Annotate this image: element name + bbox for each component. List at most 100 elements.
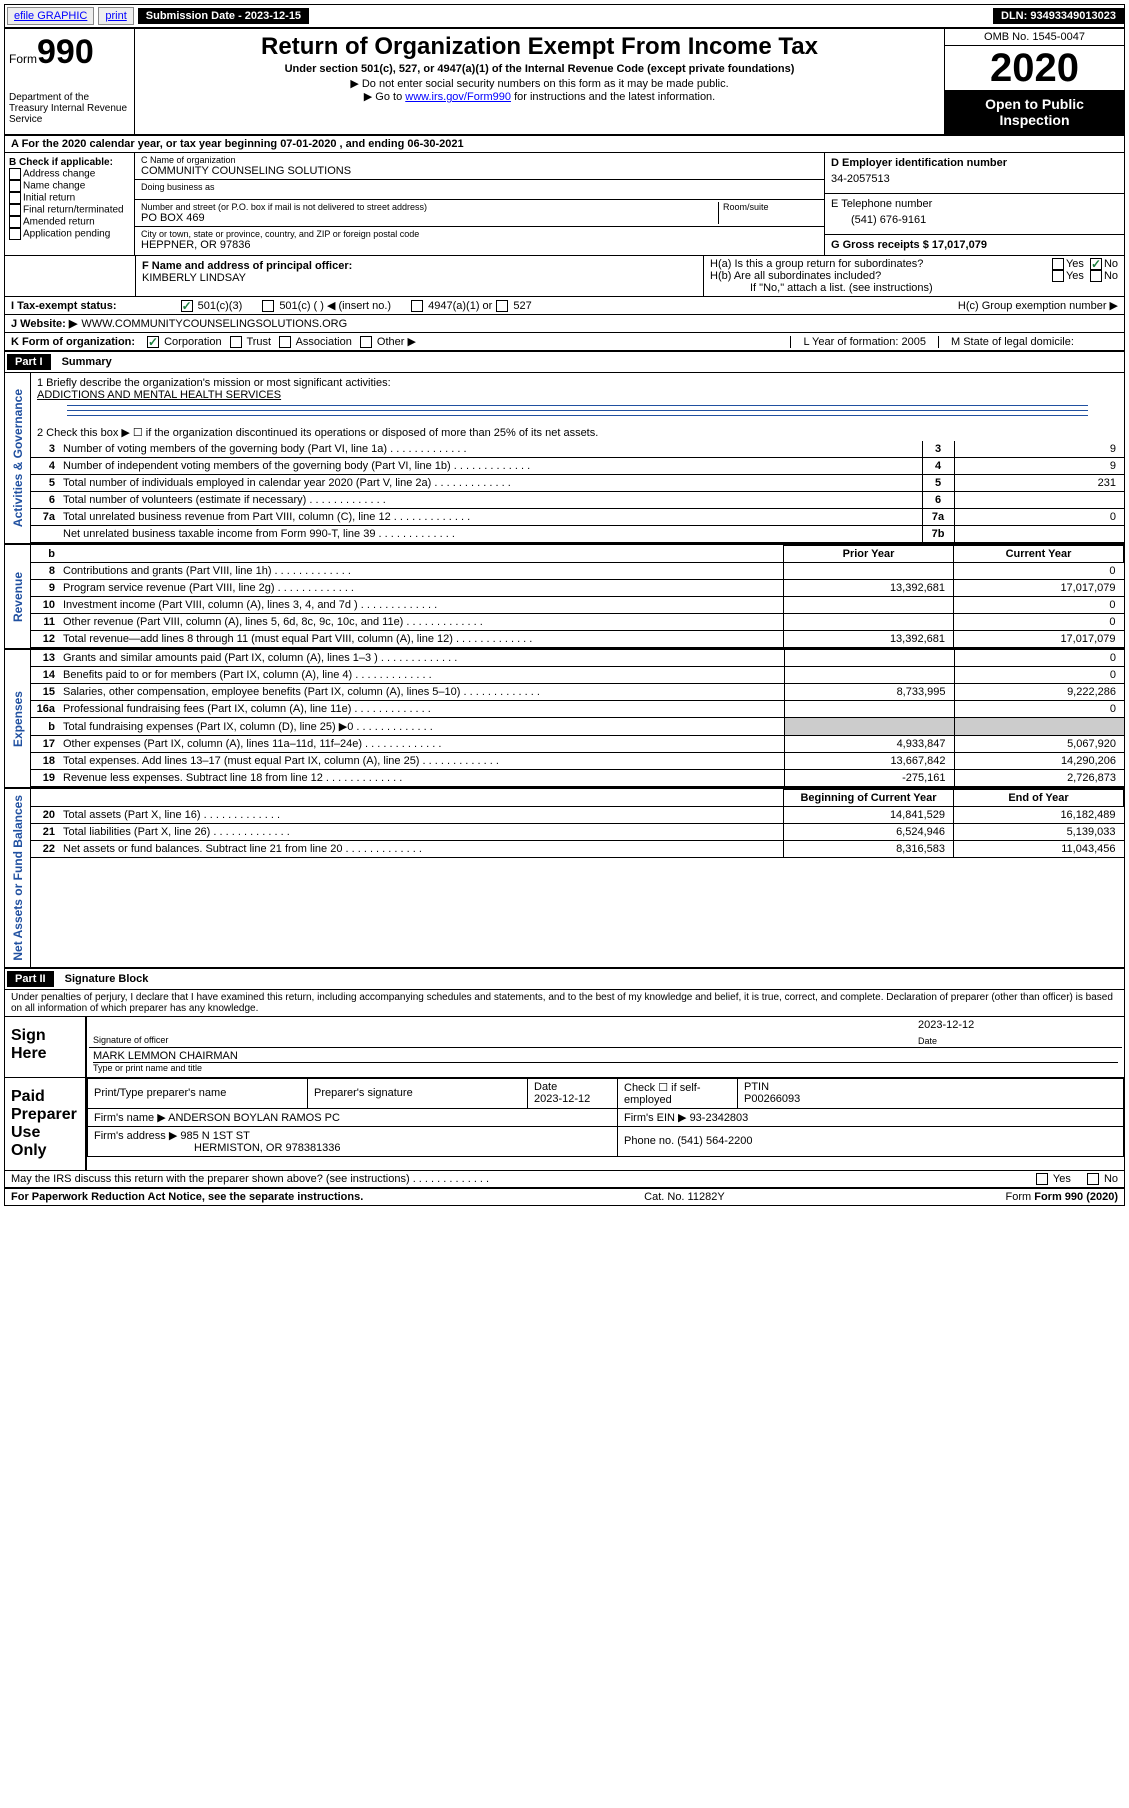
block-d: D Employer identification number 34-2057…	[824, 153, 1124, 255]
governance-section: Activities & Governance 1 Briefly descri…	[5, 373, 1124, 545]
part1-badge: Part I	[7, 354, 51, 370]
print-link[interactable]: print	[98, 7, 133, 25]
header-left: Form990 Department of the Treasury Inter…	[5, 29, 135, 134]
table-row: 9Program service revenue (Part VIII, lin…	[31, 580, 1124, 597]
prep-name-hdr: Print/Type preparer's name	[88, 1078, 308, 1108]
governance-label: Activities & Governance	[9, 383, 27, 533]
instr2-post: for instructions and the latest informat…	[511, 91, 715, 103]
sign-here-row: Sign Here Signature of officer Date 2023…	[5, 1017, 1124, 1078]
phone-label: E Telephone number	[831, 198, 1118, 210]
firm-phone: (541) 564-2200	[677, 1135, 752, 1147]
expenses-content: 13Grants and similar amounts paid (Part …	[31, 650, 1124, 787]
opt-name-change[interactable]: Name change	[9, 180, 130, 192]
table-row: 8Contributions and grants (Part VIII, li…	[31, 563, 1124, 580]
opt-label: Initial return	[23, 193, 75, 204]
part2-badge: Part II	[7, 971, 54, 987]
dln: DLN: 93493349013023	[993, 8, 1124, 24]
table-row: 18Total expenses. Add lines 13–17 (must …	[31, 753, 1124, 770]
block-h: H(a) Is this a group return for subordin…	[704, 256, 1124, 296]
other-check[interactable]	[360, 336, 372, 348]
opt-4947: 4947(a)(1) or	[428, 300, 492, 312]
firm-name-lbl: Firm's name ▶	[94, 1112, 166, 1124]
netassets-section: Net Assets or Fund Balances Beginning of…	[5, 789, 1124, 969]
efile-link[interactable]: efile GRAPHIC	[7, 7, 94, 25]
instr2-pre: ▶ Go to	[364, 91, 405, 103]
table-row: 4Number of independent voting members of…	[31, 458, 1124, 475]
revenue-section: Revenue b Prior Year Current Year 8Contr…	[5, 545, 1124, 650]
tax-year: 2020	[945, 46, 1124, 90]
table-row: 11Other revenue (Part VIII, column (A), …	[31, 614, 1124, 631]
governance-table: 3Number of voting members of the governi…	[31, 441, 1124, 543]
ha-yes[interactable]	[1052, 258, 1064, 270]
sign-here-label: Sign Here	[5, 1017, 85, 1077]
opt-app-pending[interactable]: Application pending	[9, 228, 130, 240]
ein-value: 34-2057513	[831, 169, 1118, 189]
revenue-content: b Prior Year Current Year 8Contributions…	[31, 545, 1124, 648]
hdr-prior: Prior Year	[784, 546, 954, 563]
opt-trust: Trust	[246, 336, 271, 348]
opt-amended[interactable]: Amended return	[9, 216, 130, 228]
527-check[interactable]	[496, 300, 508, 312]
table-row: 20Total assets (Part X, line 16)14,841,5…	[31, 807, 1124, 824]
firm-phone-lbl: Phone no.	[624, 1135, 674, 1147]
corp-check[interactable]	[147, 336, 159, 348]
q1: 1 Briefly describe the organization's mi…	[31, 373, 1124, 424]
opt-address-change[interactable]: Address change	[9, 168, 130, 180]
phone-value: (541) 676-9161	[831, 210, 1118, 230]
table-row: 3Number of voting members of the governi…	[31, 441, 1124, 458]
netassets-label: Net Assets or Fund Balances	[9, 789, 27, 967]
ha-no[interactable]	[1090, 258, 1102, 270]
table-row: 21Total liabilities (Part X, line 26)6,5…	[31, 824, 1124, 841]
org-name: COMMUNITY COUNSELING SOLUTIONS	[141, 165, 818, 177]
table-row: 17Other expenses (Part IX, column (A), l…	[31, 736, 1124, 753]
discuss-yes[interactable]	[1036, 1173, 1048, 1185]
yes-label: Yes	[1066, 258, 1084, 270]
501c-check[interactable]	[262, 300, 274, 312]
assoc-check[interactable]	[279, 336, 291, 348]
block-f: F Name and address of principal officer:…	[135, 256, 704, 296]
discuss-no[interactable]	[1087, 1173, 1099, 1185]
addr-field: Number and street (or P.O. box if mail i…	[135, 200, 824, 227]
open-public-badge: Open to Public Inspection	[945, 90, 1124, 134]
hdr-curr: Current Year	[954, 546, 1124, 563]
q1-label: 1 Briefly describe the organization's mi…	[37, 377, 1118, 389]
top-bar: efile GRAPHIC print Submission Date - 20…	[5, 5, 1124, 29]
phone-cell: E Telephone number (541) 676-9161	[825, 194, 1124, 235]
table-row: 13Grants and similar amounts paid (Part …	[31, 650, 1124, 667]
city-label: City or town, state or province, country…	[141, 229, 818, 239]
na-hdr-curr: End of Year	[954, 790, 1124, 807]
501c3-check[interactable]	[181, 300, 193, 312]
4947-check[interactable]	[411, 300, 423, 312]
hb-yes[interactable]	[1052, 270, 1064, 282]
hb-no[interactable]	[1090, 270, 1102, 282]
opt-label: Final return/terminated	[23, 205, 124, 216]
part1-header-row: Part I Summary	[5, 352, 1124, 373]
expenses-sidebar: Expenses	[5, 650, 31, 787]
opt-label: Name change	[23, 181, 85, 192]
no-label: No	[1104, 258, 1118, 270]
hdr-b: b	[31, 546, 59, 563]
tax-status-label: I Tax-exempt status:	[11, 300, 117, 312]
firm-name: ANDERSON BOYLAN RAMOS PC	[168, 1112, 340, 1124]
table-row: 12Total revenue—add lines 8 through 11 (…	[31, 631, 1124, 648]
prep-sig-hdr: Preparer's signature	[308, 1078, 528, 1108]
paid-label: Paid Preparer Use Only	[5, 1078, 85, 1170]
paid-content: Print/Type preparer's name Preparer's si…	[85, 1078, 1124, 1170]
block-fh: F Name and address of principal officer:…	[5, 256, 1124, 297]
revenue-table: b Prior Year Current Year 8Contributions…	[31, 545, 1124, 648]
part2-title: Signature Block	[65, 973, 149, 985]
prep-date-val: 2023-12-12	[534, 1093, 590, 1105]
form-header: Form990 Department of the Treasury Inter…	[5, 29, 1124, 136]
table-row: 5Total number of individuals employed in…	[31, 475, 1124, 492]
trust-check[interactable]	[230, 336, 242, 348]
q2: 2 Check this box ▶ ☐ if the organization…	[31, 424, 1124, 441]
part2-header-row: Part II Signature Block	[5, 969, 1124, 990]
ptin-val: P00266093	[744, 1093, 800, 1105]
opt-initial-return[interactable]: Initial return	[9, 192, 130, 204]
no-label: No	[1104, 270, 1118, 282]
opt-final-return[interactable]: Final return/terminated	[9, 204, 130, 216]
form990-link[interactable]: www.irs.gov/Form990	[405, 91, 511, 103]
expenses-label: Expenses	[9, 685, 27, 753]
firm-addr2: HERMISTON, OR 978381336	[194, 1142, 341, 1154]
q1-value: ADDICTIONS AND MENTAL HEALTH SERVICES	[37, 389, 1118, 401]
